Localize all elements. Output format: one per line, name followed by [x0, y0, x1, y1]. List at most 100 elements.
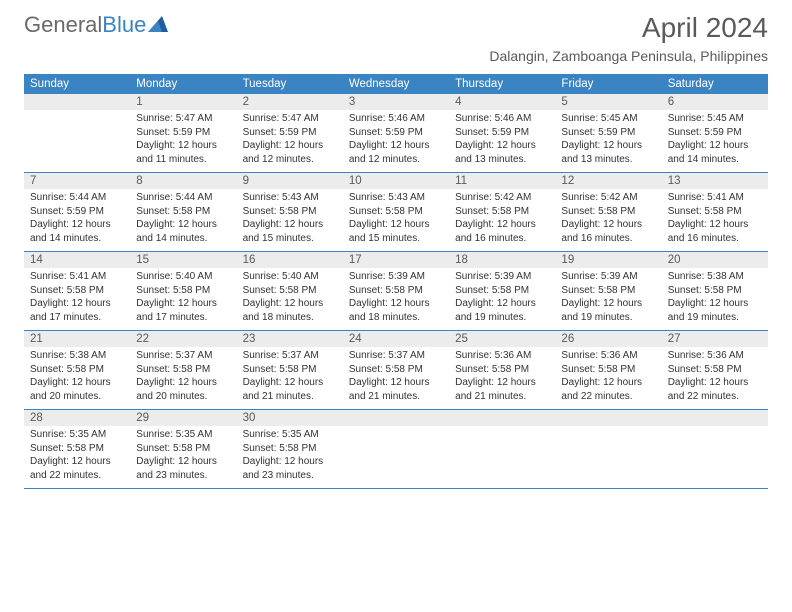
sunrise-text: Sunrise: 5:35 AM: [136, 428, 230, 442]
day-number: 27: [662, 331, 768, 347]
sunset-text: Sunset: 5:58 PM: [455, 363, 549, 377]
day-number: 5: [555, 94, 661, 110]
daylight-text: Daylight: 12 hours and 13 minutes.: [455, 139, 549, 166]
day-cell: 2Sunrise: 5:47 AMSunset: 5:59 PMDaylight…: [237, 94, 343, 172]
daylight-text: Daylight: 12 hours and 23 minutes.: [243, 455, 337, 482]
daylight-text: Daylight: 12 hours and 18 minutes.: [243, 297, 337, 324]
day-body: Sunrise: 5:40 AMSunset: 5:58 PMDaylight:…: [130, 268, 236, 328]
dow-cell: Saturday: [662, 74, 768, 94]
sunset-text: Sunset: 5:58 PM: [455, 284, 549, 298]
day-body: Sunrise: 5:36 AMSunset: 5:58 PMDaylight:…: [555, 347, 661, 407]
dow-cell: Wednesday: [343, 74, 449, 94]
day-number: 16: [237, 252, 343, 268]
day-body: Sunrise: 5:36 AMSunset: 5:58 PMDaylight:…: [449, 347, 555, 407]
sunset-text: Sunset: 5:58 PM: [561, 205, 655, 219]
day-cell: 23Sunrise: 5:37 AMSunset: 5:58 PMDayligh…: [237, 331, 343, 409]
sunset-text: Sunset: 5:58 PM: [561, 363, 655, 377]
sunset-text: Sunset: 5:58 PM: [349, 205, 443, 219]
day-cell: 22Sunrise: 5:37 AMSunset: 5:58 PMDayligh…: [130, 331, 236, 409]
dow-row: SundayMondayTuesdayWednesdayThursdayFrid…: [24, 74, 768, 94]
day-number: 10: [343, 173, 449, 189]
day-cell: 24Sunrise: 5:37 AMSunset: 5:58 PMDayligh…: [343, 331, 449, 409]
day-number: 11: [449, 173, 555, 189]
sunset-text: Sunset: 5:58 PM: [349, 363, 443, 377]
day-body: Sunrise: 5:39 AMSunset: 5:58 PMDaylight:…: [449, 268, 555, 328]
sunrise-text: Sunrise: 5:36 AM: [455, 349, 549, 363]
day-cell: [662, 410, 768, 488]
day-body: Sunrise: 5:47 AMSunset: 5:59 PMDaylight:…: [237, 110, 343, 170]
sunrise-text: Sunrise: 5:37 AM: [136, 349, 230, 363]
sunrise-text: Sunrise: 5:41 AM: [30, 270, 124, 284]
sunset-text: Sunset: 5:58 PM: [668, 284, 762, 298]
day-number: 3: [343, 94, 449, 110]
sunset-text: Sunset: 5:58 PM: [136, 442, 230, 456]
sunset-text: Sunset: 5:59 PM: [561, 126, 655, 140]
sunset-text: Sunset: 5:58 PM: [30, 363, 124, 377]
sunrise-text: Sunrise: 5:46 AM: [349, 112, 443, 126]
daylight-text: Daylight: 12 hours and 12 minutes.: [243, 139, 337, 166]
daylight-text: Daylight: 12 hours and 20 minutes.: [30, 376, 124, 403]
day-number: 19: [555, 252, 661, 268]
day-cell: 3Sunrise: 5:46 AMSunset: 5:59 PMDaylight…: [343, 94, 449, 172]
sunrise-text: Sunrise: 5:42 AM: [561, 191, 655, 205]
week-row: 7Sunrise: 5:44 AMSunset: 5:59 PMDaylight…: [24, 173, 768, 252]
sunset-text: Sunset: 5:59 PM: [136, 126, 230, 140]
daylight-text: Daylight: 12 hours and 16 minutes.: [455, 218, 549, 245]
day-number: 26: [555, 331, 661, 347]
day-body: Sunrise: 5:44 AMSunset: 5:59 PMDaylight:…: [24, 189, 130, 249]
sunset-text: Sunset: 5:58 PM: [668, 205, 762, 219]
day-number: 4: [449, 94, 555, 110]
sunset-text: Sunset: 5:58 PM: [243, 284, 337, 298]
day-body: Sunrise: 5:44 AMSunset: 5:58 PMDaylight:…: [130, 189, 236, 249]
sunset-text: Sunset: 5:58 PM: [136, 205, 230, 219]
day-number: [24, 94, 130, 110]
daylight-text: Daylight: 12 hours and 15 minutes.: [243, 218, 337, 245]
header: GeneralBlue April 2024 Dalangin, Zamboan…: [0, 0, 792, 68]
location: Dalangin, Zamboanga Peninsula, Philippin…: [489, 48, 768, 64]
day-number: 24: [343, 331, 449, 347]
daylight-text: Daylight: 12 hours and 17 minutes.: [136, 297, 230, 324]
sunset-text: Sunset: 5:59 PM: [455, 126, 549, 140]
daylight-text: Daylight: 12 hours and 16 minutes.: [561, 218, 655, 245]
sunrise-text: Sunrise: 5:41 AM: [668, 191, 762, 205]
sunrise-text: Sunrise: 5:45 AM: [561, 112, 655, 126]
month-title: April 2024: [489, 12, 768, 44]
daylight-text: Daylight: 12 hours and 22 minutes.: [561, 376, 655, 403]
sunset-text: Sunset: 5:58 PM: [561, 284, 655, 298]
day-number: [449, 410, 555, 426]
day-body: Sunrise: 5:37 AMSunset: 5:58 PMDaylight:…: [343, 347, 449, 407]
day-body: Sunrise: 5:38 AMSunset: 5:58 PMDaylight:…: [24, 347, 130, 407]
daylight-text: Daylight: 12 hours and 16 minutes.: [668, 218, 762, 245]
logo-triangle-icon: [148, 12, 168, 38]
daylight-text: Daylight: 12 hours and 14 minutes.: [30, 218, 124, 245]
daylight-text: Daylight: 12 hours and 18 minutes.: [349, 297, 443, 324]
daylight-text: Daylight: 12 hours and 12 minutes.: [349, 139, 443, 166]
day-cell: 30Sunrise: 5:35 AMSunset: 5:58 PMDayligh…: [237, 410, 343, 488]
logo: GeneralBlue: [24, 12, 168, 38]
day-number: 2: [237, 94, 343, 110]
sunrise-text: Sunrise: 5:45 AM: [668, 112, 762, 126]
daylight-text: Daylight: 12 hours and 19 minutes.: [455, 297, 549, 324]
day-number: 25: [449, 331, 555, 347]
day-body: Sunrise: 5:45 AMSunset: 5:59 PMDaylight:…: [555, 110, 661, 170]
sunrise-text: Sunrise: 5:47 AM: [243, 112, 337, 126]
day-cell: 1Sunrise: 5:47 AMSunset: 5:59 PMDaylight…: [130, 94, 236, 172]
day-body: Sunrise: 5:37 AMSunset: 5:58 PMDaylight:…: [237, 347, 343, 407]
day-number: 29: [130, 410, 236, 426]
daylight-text: Daylight: 12 hours and 19 minutes.: [668, 297, 762, 324]
daylight-text: Daylight: 12 hours and 14 minutes.: [136, 218, 230, 245]
dow-cell: Sunday: [24, 74, 130, 94]
sunrise-text: Sunrise: 5:36 AM: [668, 349, 762, 363]
day-body: Sunrise: 5:46 AMSunset: 5:59 PMDaylight:…: [449, 110, 555, 170]
sunset-text: Sunset: 5:58 PM: [243, 442, 337, 456]
day-cell: 11Sunrise: 5:42 AMSunset: 5:58 PMDayligh…: [449, 173, 555, 251]
day-body: Sunrise: 5:36 AMSunset: 5:58 PMDaylight:…: [662, 347, 768, 407]
sunrise-text: Sunrise: 5:40 AM: [136, 270, 230, 284]
daylight-text: Daylight: 12 hours and 20 minutes.: [136, 376, 230, 403]
logo-text-b: Blue: [102, 12, 146, 38]
day-cell: 12Sunrise: 5:42 AMSunset: 5:58 PMDayligh…: [555, 173, 661, 251]
day-number: 20: [662, 252, 768, 268]
day-body: Sunrise: 5:39 AMSunset: 5:58 PMDaylight:…: [555, 268, 661, 328]
daylight-text: Daylight: 12 hours and 11 minutes.: [136, 139, 230, 166]
day-number: 22: [130, 331, 236, 347]
